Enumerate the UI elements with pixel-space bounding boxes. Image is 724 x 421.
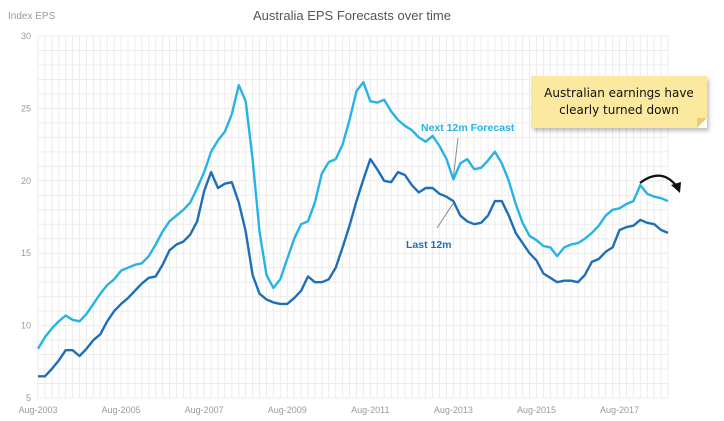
y-axis-ticks: 5 10 15 20 25 30 <box>21 31 31 403</box>
gridlines <box>37 35 669 399</box>
y-tick-label: 20 <box>21 176 31 186</box>
x-axis-ticks: Aug-2003 Aug-2005 Aug-2007 Aug-2009 Aug-2011… <box>18 405 639 415</box>
series-label-next-12m-forecast: Next 12m Forecast <box>421 122 515 134</box>
x-tick-label: Aug-2013 <box>434 405 473 415</box>
x-tick-label: Aug-2017 <box>600 405 639 415</box>
series-line-next-12m-forecast <box>36 81 669 350</box>
y-tick-label: 15 <box>21 248 31 258</box>
y-tick-label: 10 <box>21 321 31 331</box>
chart-title: Australia EPS Forecasts over time <box>253 8 451 23</box>
y-tick-label: 5 <box>26 393 31 403</box>
y-tick-label: 25 <box>21 103 31 113</box>
x-tick-label: Aug-2011 <box>351 405 389 415</box>
y-axis-label: Index EPS <box>8 11 56 22</box>
y-tick-label: 30 <box>21 31 31 41</box>
series-labels: Next 12m Forecast Last 12m <box>406 122 515 251</box>
label-leader-last-12m <box>436 202 454 229</box>
series-label-last-12m: Last 12m <box>406 239 452 251</box>
series-line-last-12m <box>38 157 669 378</box>
annotation-note: Australian earnings have clearly turned … <box>531 76 707 128</box>
arrow-head <box>671 182 681 193</box>
label-leader-next-12m <box>452 137 459 178</box>
x-tick-label: Aug-2007 <box>185 405 224 415</box>
x-tick-label: Aug-2009 <box>268 405 307 415</box>
x-tick-label: Aug-2003 <box>18 405 57 415</box>
series-lines <box>36 81 669 378</box>
x-tick-label: Aug-2015 <box>517 405 556 415</box>
x-tick-label: Aug-2005 <box>102 405 141 415</box>
